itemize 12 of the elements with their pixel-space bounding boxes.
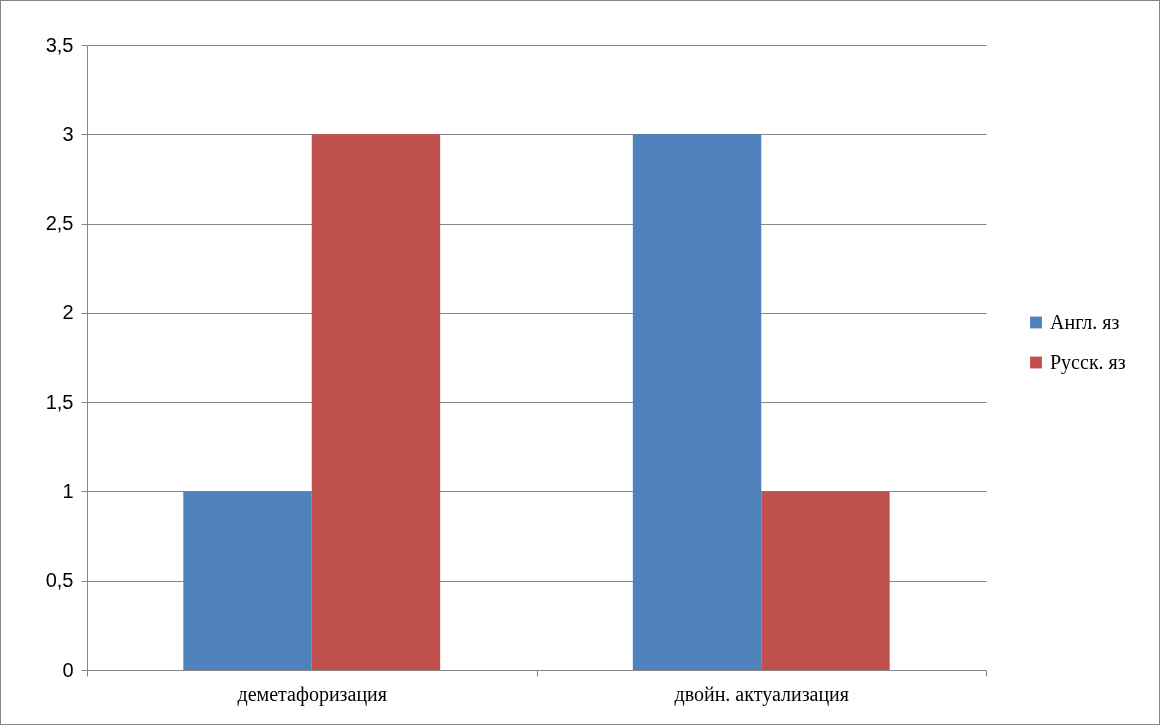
y-tick-label: 3 [62, 122, 74, 145]
legend-label: Русск. яз [1050, 350, 1126, 374]
x-tick-label: двойн. актуализация [674, 682, 850, 706]
y-tick-label: 0,5 [45, 569, 74, 592]
y-tick-label: 2,5 [45, 212, 74, 235]
y-tick-label: 1,5 [45, 390, 74, 413]
y-tick-label: 0 [62, 658, 74, 681]
x-tick-label: деметафоризация [237, 682, 387, 706]
legend-label: Англ. яз [1050, 310, 1120, 333]
y-tick-label: 1 [62, 479, 74, 502]
y-tick-label: 2 [62, 301, 74, 324]
y-tick-label: 3,5 [45, 33, 74, 56]
